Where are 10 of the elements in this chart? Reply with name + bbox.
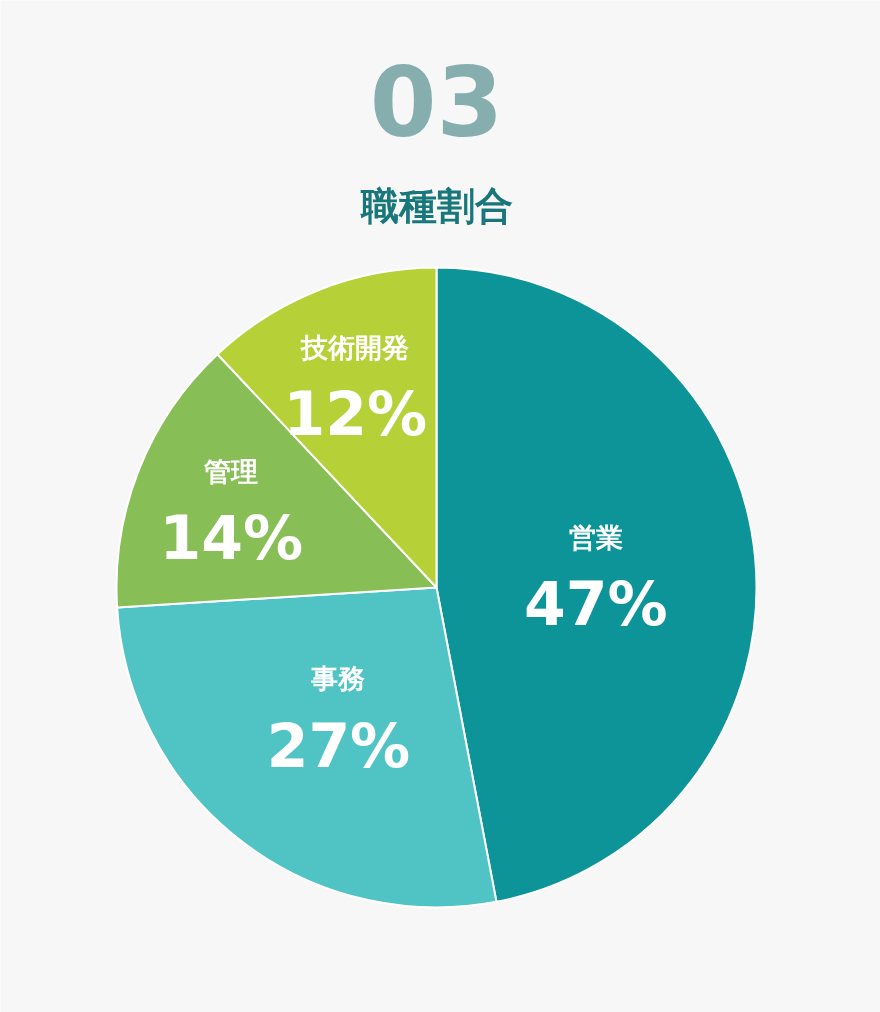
slice-label: 技術開発 bbox=[300, 331, 410, 363]
slice-label: 事務 bbox=[310, 663, 366, 695]
data-label: 47% bbox=[523, 569, 668, 640]
data-label: 14% bbox=[159, 503, 304, 574]
slice-label: 営業 bbox=[568, 521, 623, 553]
data-label: 27% bbox=[266, 710, 411, 781]
slice-label: 管理 bbox=[203, 455, 259, 487]
text: 03 bbox=[369, 47, 504, 159]
chart-title: 職種割合 bbox=[359, 183, 513, 228]
data-label: 12% bbox=[283, 379, 428, 450]
